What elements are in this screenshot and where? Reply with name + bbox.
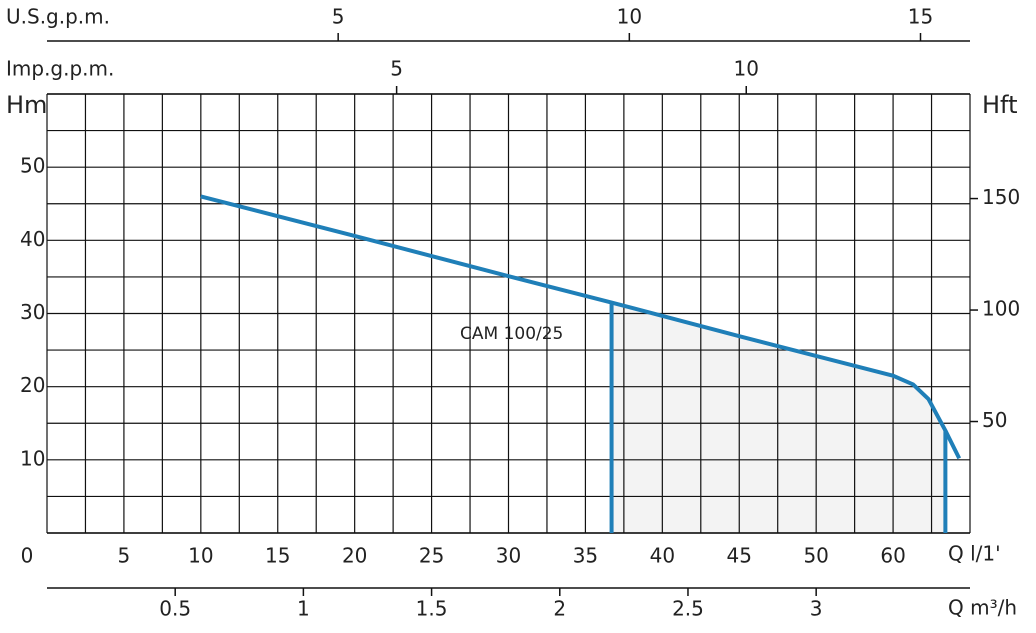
x-tick-label: 20 [342, 544, 367, 568]
y-tick-label: 40 [20, 227, 45, 251]
y-tick-label: 10 [20, 446, 45, 470]
x-tick-label: 40 [650, 544, 675, 568]
imp_gpm-tick-label: 5 [390, 57, 403, 81]
y-tick-label: 20 [20, 373, 45, 397]
m3h-tick-label: 0.5 [159, 597, 191, 621]
m3h-axis-label: Q m³/h [948, 596, 1017, 620]
y-axis-label: Hm [6, 91, 47, 119]
y2-tick-label: 150 [982, 185, 1020, 209]
us-gpm-label: U.S.g.p.m. [6, 5, 110, 29]
x-axis-label: Q l/1' [948, 542, 1001, 566]
m3h-tick-label: 1.5 [416, 597, 448, 621]
x-tick-label: 30 [496, 544, 521, 568]
imp-gpm-label: Imp.g.p.m. [6, 57, 114, 81]
x-tick-label: 60 [880, 544, 905, 568]
m3h-tick-label: 3 [810, 597, 823, 621]
pump-curve [200, 194, 962, 460]
legend-label: CAM 100/25 [460, 324, 563, 344]
y2-axis-label: Hft [982, 91, 1017, 119]
x-tick-label: 25 [419, 544, 444, 568]
us_gpm-tick-label: 5 [332, 5, 345, 29]
x-tick-label: 50 [803, 544, 828, 568]
operating-area [611, 302, 946, 533]
y-tick-label: 50 [20, 154, 45, 178]
us_gpm-tick-label: 15 [908, 5, 933, 29]
m3h-tick-label: 2.5 [672, 597, 704, 621]
m3h-tick-label: 1 [297, 597, 310, 621]
imp_gpm-tick-label: 10 [734, 57, 759, 81]
us_gpm-tick-label: 10 [617, 5, 642, 29]
x-tick-label: 0 [21, 544, 34, 568]
x-tick-label: 45 [727, 544, 752, 568]
x-tick-label: 10 [188, 544, 213, 568]
y2-tick-label: 100 [982, 297, 1020, 321]
x-tick-label: 5 [118, 544, 131, 568]
m3h-tick-label: 2 [553, 597, 566, 621]
y2-tick-label: 50 [982, 408, 1007, 432]
x-tick-label: 15 [265, 544, 290, 568]
x-tick-label: 35 [573, 544, 598, 568]
y-tick-label: 30 [20, 300, 45, 324]
